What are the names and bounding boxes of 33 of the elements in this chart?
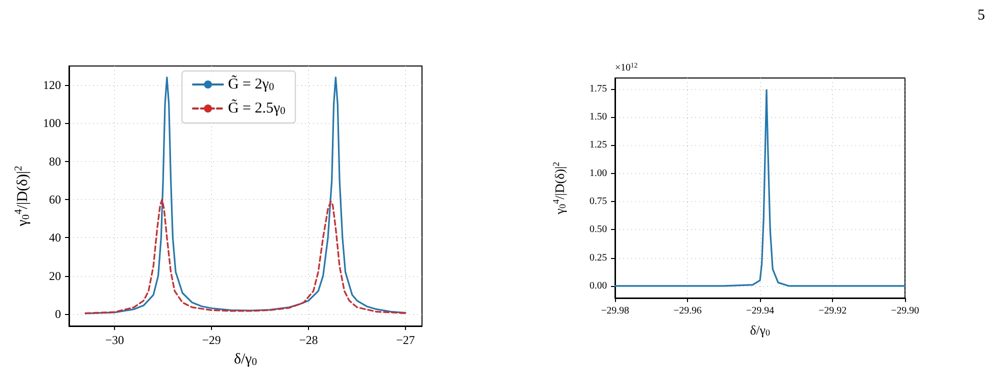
x-tick-label: −30: [105, 333, 124, 347]
y-tick-label: 1.25: [590, 140, 607, 151]
y-tick-label: 60: [49, 192, 61, 207]
x-tick-label: −29: [202, 333, 221, 347]
text: 5: [978, 8, 985, 24]
y-tick-label: 0.00: [590, 280, 607, 292]
y-tick-label: 0.25: [590, 252, 607, 264]
y-tick-label: 1.00: [590, 168, 607, 179]
x-tick-label: −29.94: [746, 306, 774, 316]
x-tick-label: −28: [299, 333, 318, 347]
x-axis-title: δ/γ0: [750, 322, 770, 338]
x-axis-title: δ/γ0: [234, 352, 258, 368]
y-tick-label: 80: [49, 154, 61, 168]
x-tick-label: −29.90: [890, 306, 920, 316]
y-tick-label: 1.75: [590, 83, 607, 94]
x-tick-label: −29.96: [673, 306, 702, 316]
y-tick-label: 0.75: [590, 196, 607, 208]
legend-label: G̃ = 2γ0: [228, 74, 274, 93]
y-tick-label: 120: [43, 78, 61, 92]
y-tick-label: 0.50: [590, 224, 607, 236]
y-axis-title: γ04/|D(δ)|2: [551, 161, 568, 216]
y-tick-label: 1.50: [590, 112, 607, 123]
y-tick-label: 100: [43, 116, 61, 130]
line-series: [84, 198, 406, 314]
x-tick-label: −27: [396, 333, 415, 347]
x-tick-label: −29.98: [600, 306, 630, 316]
y-axis-title: γ04/|D(δ)|2: [14, 166, 32, 228]
y-tick-label: 0: [55, 306, 61, 321]
legend-label: G̃ = 2.5γ0: [228, 98, 286, 117]
line-series: [614, 89, 906, 287]
x-tick-label: −29.92: [818, 306, 847, 316]
y-tick-label: 40: [49, 230, 61, 245]
y-tick-label: 20: [49, 268, 61, 283]
